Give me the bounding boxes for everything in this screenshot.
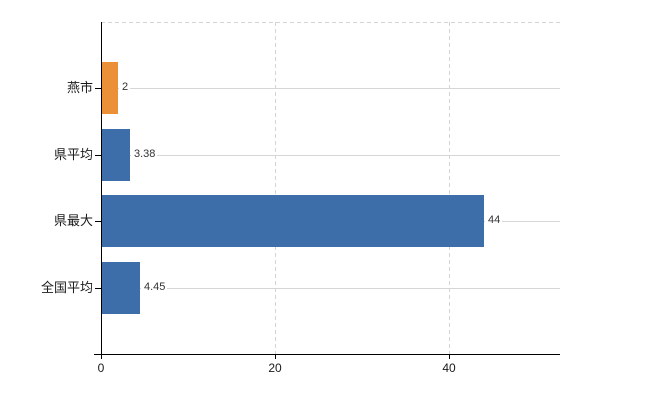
x-axis-line bbox=[94, 354, 560, 355]
value-label: 3.38 bbox=[131, 148, 158, 161]
bar-1 bbox=[101, 62, 118, 114]
category-label: 燕市 bbox=[66, 80, 93, 95]
x-tick-label: 20 bbox=[268, 361, 282, 375]
x-axis-tick bbox=[449, 355, 450, 359]
plot-area: 2 3.38 44 4.45 bbox=[101, 22, 560, 354]
value-label: 2 bbox=[119, 81, 131, 94]
x-tick-label: 40 bbox=[442, 361, 456, 375]
y-axis-line bbox=[101, 22, 102, 354]
y-axis-tick bbox=[95, 221, 101, 222]
bar-2 bbox=[101, 129, 130, 181]
row-gridline bbox=[101, 155, 560, 156]
x-tick-label: 0 bbox=[97, 361, 105, 375]
value-label: 44 bbox=[485, 214, 503, 227]
y-axis-tick bbox=[95, 88, 101, 89]
y-axis-tick bbox=[95, 155, 101, 156]
row-gridline bbox=[101, 288, 560, 289]
y-axis-tick bbox=[95, 288, 101, 289]
vertical-gridline bbox=[449, 22, 450, 354]
row-gridline bbox=[101, 88, 560, 89]
plot-top-border bbox=[101, 22, 560, 23]
category-label: 県最大 bbox=[53, 213, 93, 228]
category-label: 全国平均 bbox=[40, 280, 93, 295]
bar-3 bbox=[101, 195, 484, 247]
x-axis-tick bbox=[275, 355, 276, 359]
x-axis-tick bbox=[101, 355, 102, 359]
value-label: 4.45 bbox=[141, 281, 168, 294]
category-label: 県平均 bbox=[53, 147, 93, 162]
bar-4 bbox=[101, 262, 140, 314]
vertical-gridline bbox=[275, 22, 276, 354]
